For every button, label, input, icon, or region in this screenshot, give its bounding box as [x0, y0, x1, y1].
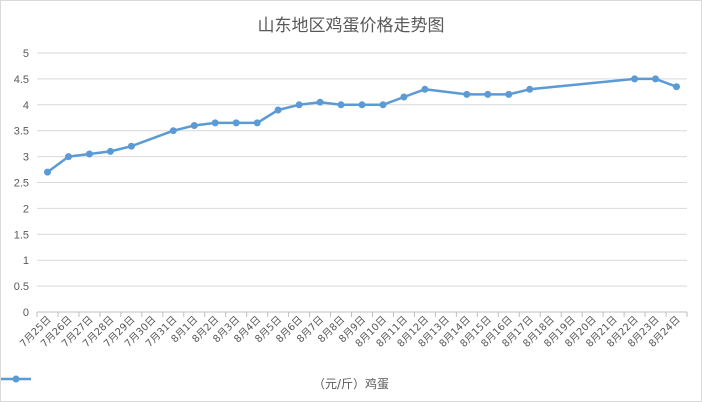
data-point: [316, 98, 324, 106]
y-tick-label: 5: [23, 48, 29, 60]
y-tick-label: 2: [23, 203, 29, 215]
data-point: [65, 153, 72, 161]
y-tick-label: 0.5: [14, 281, 29, 293]
y-tick-label: 3: [23, 152, 29, 164]
data-point: [232, 119, 240, 127]
y-tick-label: 4.5: [14, 74, 29, 86]
data-point: [169, 127, 177, 135]
data-point: [211, 119, 219, 127]
legend-marker-icon: [1, 375, 31, 383]
data-point: [358, 101, 366, 109]
data-point: [190, 122, 198, 129]
legend-item: （元/斤）鸡蛋: [1, 375, 390, 392]
y-tick-label: 0: [23, 307, 29, 319]
legend-label: （元/斤）鸡蛋: [312, 376, 390, 391]
data-point: [526, 85, 534, 93]
data-point: [631, 75, 639, 83]
data-point: [253, 119, 261, 127]
data-point: [652, 75, 659, 83]
series-line: [46, 77, 677, 174]
data-point: [505, 90, 513, 98]
data-point: [106, 147, 114, 155]
data-point: [337, 101, 345, 109]
data-point: [484, 90, 492, 98]
y-tick-label: 1: [23, 255, 29, 267]
data-point: [673, 83, 680, 91]
y-tick-label: 1.5: [14, 229, 29, 241]
y-tick-label: 3.5: [14, 126, 29, 138]
y-tick-label: 4: [23, 100, 29, 112]
data-point: [44, 168, 51, 176]
data-point: [127, 142, 135, 150]
legend: （元/斤）鸡蛋: [1, 373, 701, 393]
data-point: [379, 101, 387, 109]
data-point: [400, 93, 408, 101]
data-point: [463, 90, 471, 98]
data-point: [295, 101, 303, 109]
chart-title: 山东地区鸡蛋价格走势图: [257, 16, 445, 36]
data-point: [85, 150, 93, 158]
data-point: [274, 106, 282, 114]
y-tick-label: 2.5: [14, 178, 29, 190]
data-point: [421, 85, 429, 93]
